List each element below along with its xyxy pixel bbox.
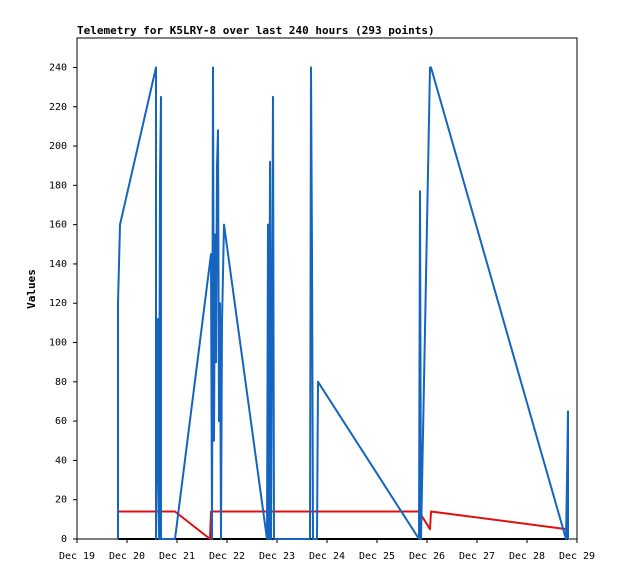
y-tick-label: 200 bbox=[49, 141, 67, 152]
series-line bbox=[118, 510, 568, 540]
y-axis-label: Values bbox=[25, 269, 38, 309]
y-tick-label: 40 bbox=[55, 455, 67, 466]
chart-title: Telemetry for K5LRY-8 over last 240 hour… bbox=[77, 24, 435, 37]
series-line bbox=[117, 66, 569, 540]
x-tick-label: Dec 21 bbox=[159, 551, 195, 562]
x-tick-label: Dec 28 bbox=[509, 551, 545, 562]
y-tick-label: 140 bbox=[49, 259, 67, 270]
y-tick-label: 160 bbox=[49, 220, 67, 231]
y-tick-label: 240 bbox=[49, 62, 67, 73]
plot-frame bbox=[76, 37, 578, 540]
x-tick-label: Dec 27 bbox=[459, 551, 495, 562]
y-tick-label: 100 bbox=[49, 338, 67, 349]
x-tick-label: Dec 26 bbox=[409, 551, 445, 562]
y-tick-label: 60 bbox=[55, 416, 67, 427]
x-tick-label: Dec 20 bbox=[109, 551, 145, 562]
y-tick-label: 220 bbox=[49, 102, 67, 113]
x-tick-label: Dec 24 bbox=[309, 551, 345, 562]
y-tick-label: 180 bbox=[49, 180, 67, 191]
x-tick-label: Dec 25 bbox=[359, 551, 395, 562]
x-tick-label: Dec 22 bbox=[209, 551, 245, 562]
x-tick-label: Dec 29 bbox=[559, 551, 595, 562]
y-tick-label: 0 bbox=[61, 534, 67, 545]
y-tick-label: 20 bbox=[55, 495, 67, 506]
x-tick-label: Dec 23 bbox=[259, 551, 295, 562]
y-tick-label: 80 bbox=[55, 377, 67, 388]
y-tick-label: 120 bbox=[49, 298, 67, 309]
x-tick-label: Dec 19 bbox=[59, 551, 95, 562]
